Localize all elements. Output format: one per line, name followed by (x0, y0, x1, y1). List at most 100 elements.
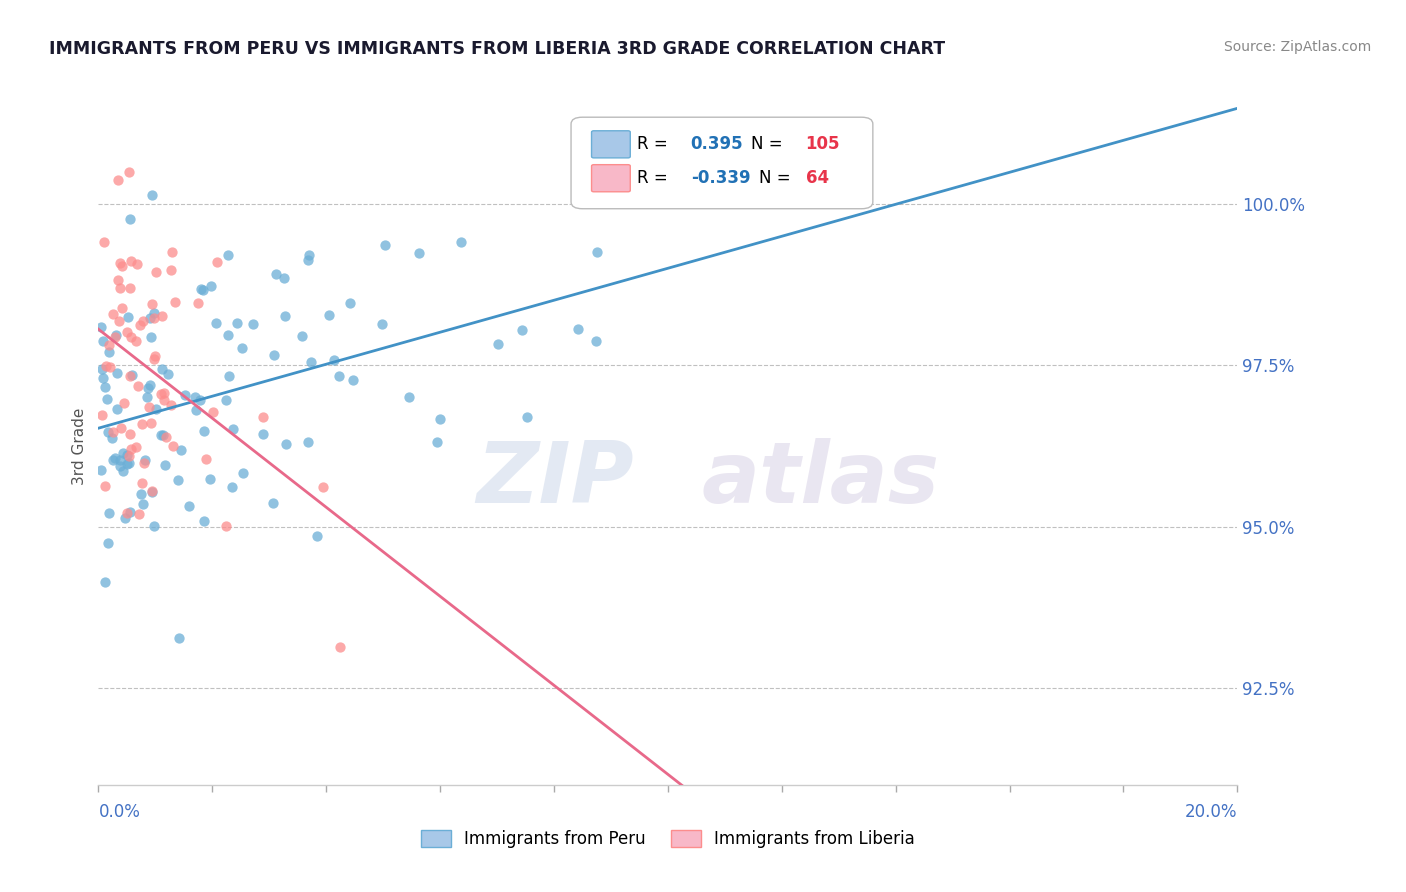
Text: ZIP: ZIP (477, 438, 634, 522)
Point (120, 329, 142, 343)
Point (370, 318, 392, 332)
Point (108, 256, 131, 270)
Point (111, 259, 134, 273)
FancyBboxPatch shape (571, 117, 873, 209)
Point (129, 486, 152, 500)
Point (273, 271, 295, 285)
Point (179, 500, 201, 514)
Point (121, 368, 143, 383)
Text: atlas: atlas (702, 438, 941, 522)
Point (307, 529, 329, 543)
Point (136, 390, 159, 404)
Point (195, 452, 218, 467)
Point (252, 410, 274, 425)
Point (117, 458, 139, 472)
Point (145, 265, 167, 279)
Point (339, 295, 361, 310)
Point (198, 471, 221, 485)
Point (141, 330, 163, 344)
FancyBboxPatch shape (592, 165, 630, 192)
Point (160, 244, 183, 259)
FancyBboxPatch shape (592, 131, 630, 158)
Point (398, 390, 420, 404)
Point (215, 518, 238, 533)
Point (118, 449, 141, 463)
Point (139, 378, 162, 392)
Point (159, 263, 181, 277)
Point (157, 367, 180, 381)
Point (114, 510, 136, 524)
Point (226, 316, 249, 330)
Text: 20.0%: 20.0% (1185, 803, 1237, 821)
Point (188, 392, 211, 407)
Point (204, 316, 226, 330)
Point (143, 519, 166, 533)
Point (117, 506, 139, 520)
Point (322, 353, 344, 368)
Point (117, 310, 139, 324)
Point (107, 173, 129, 187)
Point (222, 422, 245, 436)
Text: Source: ZipAtlas.com: Source: ZipAtlas.com (1223, 40, 1371, 54)
Text: -0.339: -0.339 (690, 169, 751, 187)
Point (110, 420, 132, 434)
Point (193, 424, 215, 438)
Text: IMMIGRANTS FROM PERU VS IMMIGRANTS FROM LIBERIA 3RD GRADE CORRELATION CHART: IMMIGRANTS FROM PERU VS IMMIGRANTS FROM … (49, 40, 945, 58)
Point (90, 320, 112, 334)
Point (162, 439, 184, 453)
Point (98, 345, 121, 359)
Point (218, 368, 240, 383)
Text: R =: R = (637, 136, 673, 153)
Point (200, 278, 222, 293)
Point (115, 326, 138, 340)
Point (111, 464, 134, 478)
Point (104, 329, 127, 343)
Point (298, 247, 321, 261)
Point (108, 314, 131, 328)
Point (98, 338, 121, 352)
Legend: Immigrants from Peru, Immigrants from Liberia: Immigrants from Peru, Immigrants from Li… (415, 823, 921, 855)
Point (291, 329, 314, 343)
Text: 64: 64 (806, 169, 828, 187)
Point (132, 314, 155, 328)
Point (152, 427, 174, 442)
Point (90, 463, 112, 477)
Point (94, 380, 117, 394)
Point (93, 235, 115, 250)
Point (143, 349, 166, 363)
Point (118, 369, 141, 384)
Point (516, 410, 538, 425)
Point (299, 355, 322, 369)
Point (94, 478, 117, 492)
Point (153, 386, 176, 401)
Point (134, 452, 156, 467)
Point (120, 442, 142, 456)
Point (160, 398, 183, 412)
Point (112, 395, 135, 409)
Point (132, 456, 155, 470)
Text: 0.395: 0.395 (690, 136, 744, 153)
Point (704, 174, 727, 188)
Point (100, 431, 122, 445)
Point (104, 328, 127, 343)
Point (143, 351, 166, 366)
Point (141, 188, 163, 202)
Point (120, 254, 142, 268)
Point (231, 341, 253, 355)
Point (586, 245, 609, 260)
Point (101, 425, 124, 439)
Point (141, 483, 163, 498)
Point (138, 400, 160, 414)
Point (97, 425, 120, 439)
Point (90, 408, 112, 422)
Point (125, 440, 148, 454)
Point (98, 506, 121, 520)
Point (93, 370, 115, 384)
Point (139, 311, 162, 326)
Point (131, 476, 153, 491)
Point (242, 317, 264, 331)
Point (94, 574, 117, 589)
Point (150, 309, 173, 323)
Point (143, 305, 166, 319)
Point (131, 417, 153, 431)
